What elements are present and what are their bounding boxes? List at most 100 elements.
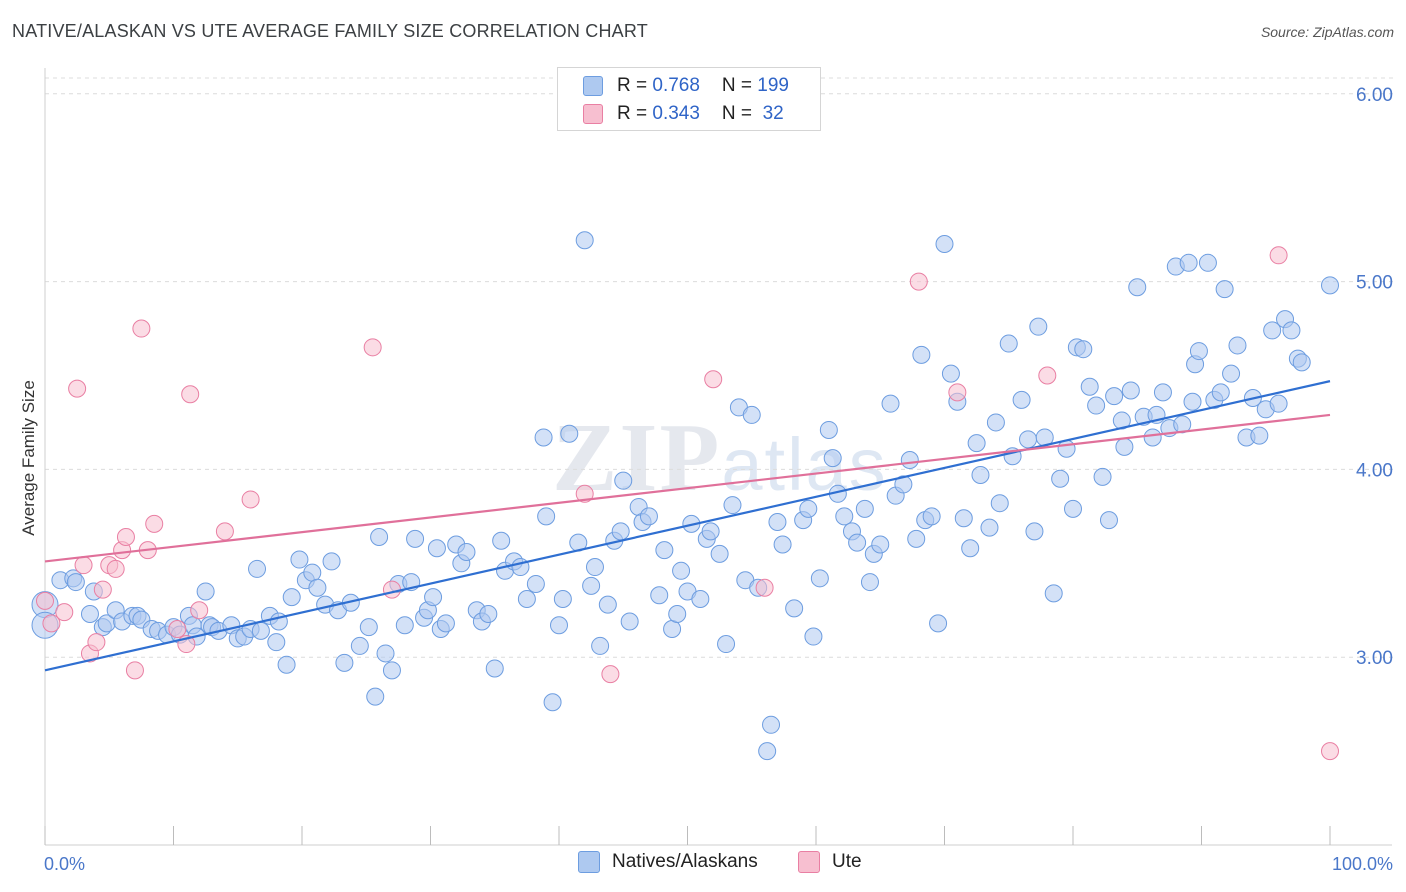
data-point	[799, 499, 818, 518]
data-point	[922, 507, 941, 526]
data-point	[663, 620, 682, 639]
data-point	[106, 559, 125, 578]
legend-n-label: N =	[721, 75, 758, 96]
bottom-legend-natives: Natives/Alaskans	[578, 851, 758, 873]
data-point	[758, 742, 777, 761]
data-point	[1012, 390, 1031, 409]
data-point	[1222, 364, 1241, 383]
data-point	[1019, 430, 1038, 449]
data-point	[479, 605, 498, 623]
data-point	[350, 636, 369, 655]
data-point	[835, 507, 854, 526]
data-point	[691, 589, 710, 608]
data-point	[1093, 467, 1112, 486]
data-point	[948, 383, 967, 402]
data-point	[1051, 469, 1070, 488]
series-ute	[36, 246, 1339, 761]
axes	[44, 68, 1392, 846]
axis-labels: 3.00 4.00 5.00 6.00 0.0% 100.0% Average Family…	[19, 85, 1393, 874]
data-point	[427, 539, 446, 558]
data-point	[855, 499, 874, 518]
legend-n-value: 199	[757, 75, 789, 96]
data-point	[591, 636, 610, 655]
data-point	[1143, 428, 1162, 447]
data-point	[1321, 742, 1339, 761]
data-point	[990, 494, 1009, 513]
data-point	[954, 509, 973, 528]
data-point	[1179, 253, 1198, 272]
bottom-legend-label: Ute	[832, 851, 862, 872]
legend-row-ute: R = 0.343 N = 32	[583, 100, 784, 128]
data-point	[672, 561, 691, 580]
legend-swatch-natives	[583, 76, 603, 96]
data-point	[145, 514, 164, 533]
data-point	[1211, 383, 1230, 402]
data-point	[650, 586, 669, 605]
bottom-legend-swatch-natives	[578, 851, 600, 873]
data-point	[819, 420, 838, 439]
data-point	[701, 522, 720, 541]
data-point	[704, 370, 723, 389]
data-point	[611, 522, 630, 541]
legend-r-label: R =	[617, 103, 653, 124]
data-point	[929, 614, 948, 633]
bottom-legend-swatch-ute	[798, 851, 820, 873]
data-point	[424, 588, 443, 607]
data-point	[366, 687, 385, 706]
data-point	[723, 496, 742, 515]
data-point	[66, 573, 85, 592]
y-tick-label: 6.00	[1356, 85, 1393, 106]
data-point	[1080, 377, 1099, 396]
data-point	[804, 627, 823, 646]
data-point	[980, 518, 999, 537]
watermark-small: atlas	[721, 423, 888, 506]
data-point	[93, 580, 112, 599]
data-point	[168, 620, 187, 639]
x-tick-label: 100.0%	[1332, 854, 1393, 874]
data-point	[1269, 394, 1288, 413]
legend-n-value: 32	[757, 103, 784, 124]
y-tick-label: 5.00	[1356, 273, 1393, 294]
source-label: Source: ZipAtlas.com	[1260, 24, 1394, 40]
data-point	[785, 599, 804, 618]
data-point	[1198, 253, 1217, 272]
data-point	[277, 655, 296, 674]
data-point	[68, 379, 87, 398]
data-point	[116, 528, 135, 546]
data-point	[322, 552, 341, 571]
data-points	[31, 231, 1339, 761]
data-point	[87, 633, 106, 652]
data-point	[1087, 396, 1106, 415]
data-point	[543, 693, 562, 712]
data-point	[773, 535, 792, 554]
data-point	[457, 543, 476, 562]
trend-line-ute	[44, 413, 1331, 563]
data-point	[1183, 392, 1202, 411]
bottom-legend-label: Natives/Alaskans	[612, 851, 758, 872]
data-point	[42, 614, 61, 633]
chart-title: NATIVE/ALASKAN VS UTE AVERAGE FAMILY SIZ…	[12, 21, 648, 41]
data-point	[1121, 381, 1140, 400]
data-point	[881, 394, 900, 413]
data-point	[971, 466, 990, 485]
data-point	[1105, 387, 1124, 406]
data-point	[614, 471, 633, 490]
data-point	[553, 589, 572, 608]
data-point	[986, 413, 1005, 432]
data-point	[267, 633, 286, 652]
bottom-legend-ute: Ute	[798, 851, 862, 873]
data-point	[1044, 584, 1063, 603]
data-point	[710, 544, 729, 563]
data-point	[303, 563, 322, 582]
data-point	[196, 582, 215, 601]
data-point	[742, 405, 761, 424]
data-point	[1099, 511, 1118, 530]
data-point	[575, 231, 594, 250]
data-point	[550, 616, 568, 635]
data-point	[912, 345, 931, 364]
y-tick-label: 3.00	[1356, 648, 1393, 669]
trend-lines	[44, 380, 1331, 672]
data-point	[1074, 340, 1093, 359]
data-point	[810, 569, 829, 588]
data-point	[1064, 499, 1082, 518]
